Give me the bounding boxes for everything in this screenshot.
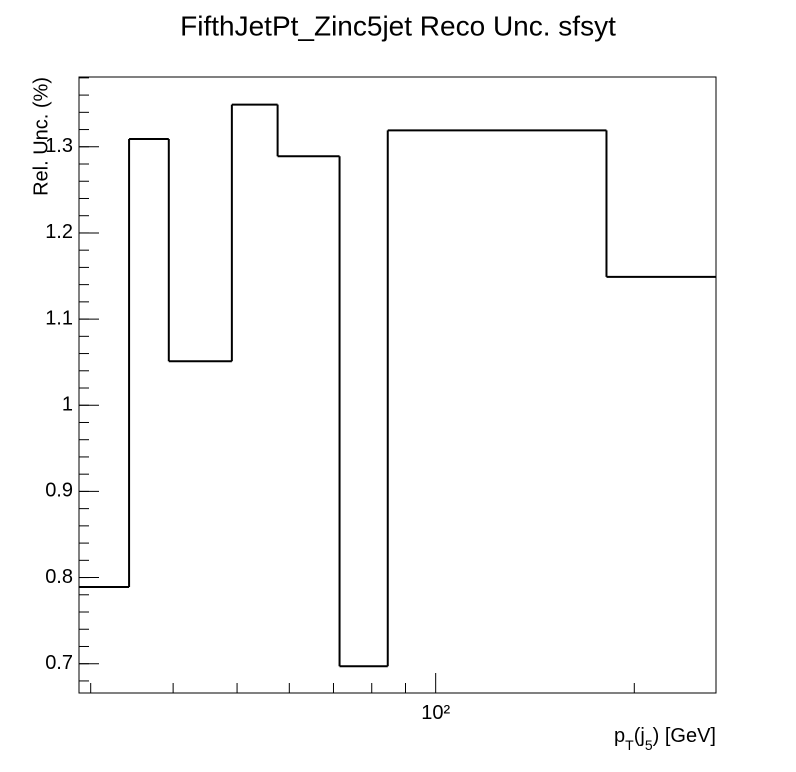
x-axis-label-part: (j: [634, 725, 645, 747]
y-tick-label: 0.7: [45, 652, 73, 674]
y-tick-label: 1.2: [45, 221, 73, 243]
y-axis-label: Rel. Unc. (%): [30, 77, 52, 196]
y-tick-label: 1.3: [45, 135, 73, 157]
y-tick-label: 1: [62, 394, 73, 416]
x-axis-label-part: T: [625, 737, 634, 753]
x-axis-label-part: ) [GeV]: [653, 725, 716, 747]
y-tick-label: 0.9: [45, 480, 73, 502]
x-axis-label-part: p: [614, 725, 625, 747]
plot-frame: [78, 76, 717, 694]
y-tick-label: 1.1: [45, 307, 73, 329]
x-axis-label-part: 5: [645, 737, 653, 753]
x-axis-label: pT(j5) [GeV]: [614, 725, 716, 753]
y-tick-label: 0.8: [45, 566, 73, 588]
x-tick-label: 10²: [421, 702, 450, 724]
chart-title: FifthJetPt_Zinc5jet Reco Unc. sfsyt: [180, 10, 616, 41]
